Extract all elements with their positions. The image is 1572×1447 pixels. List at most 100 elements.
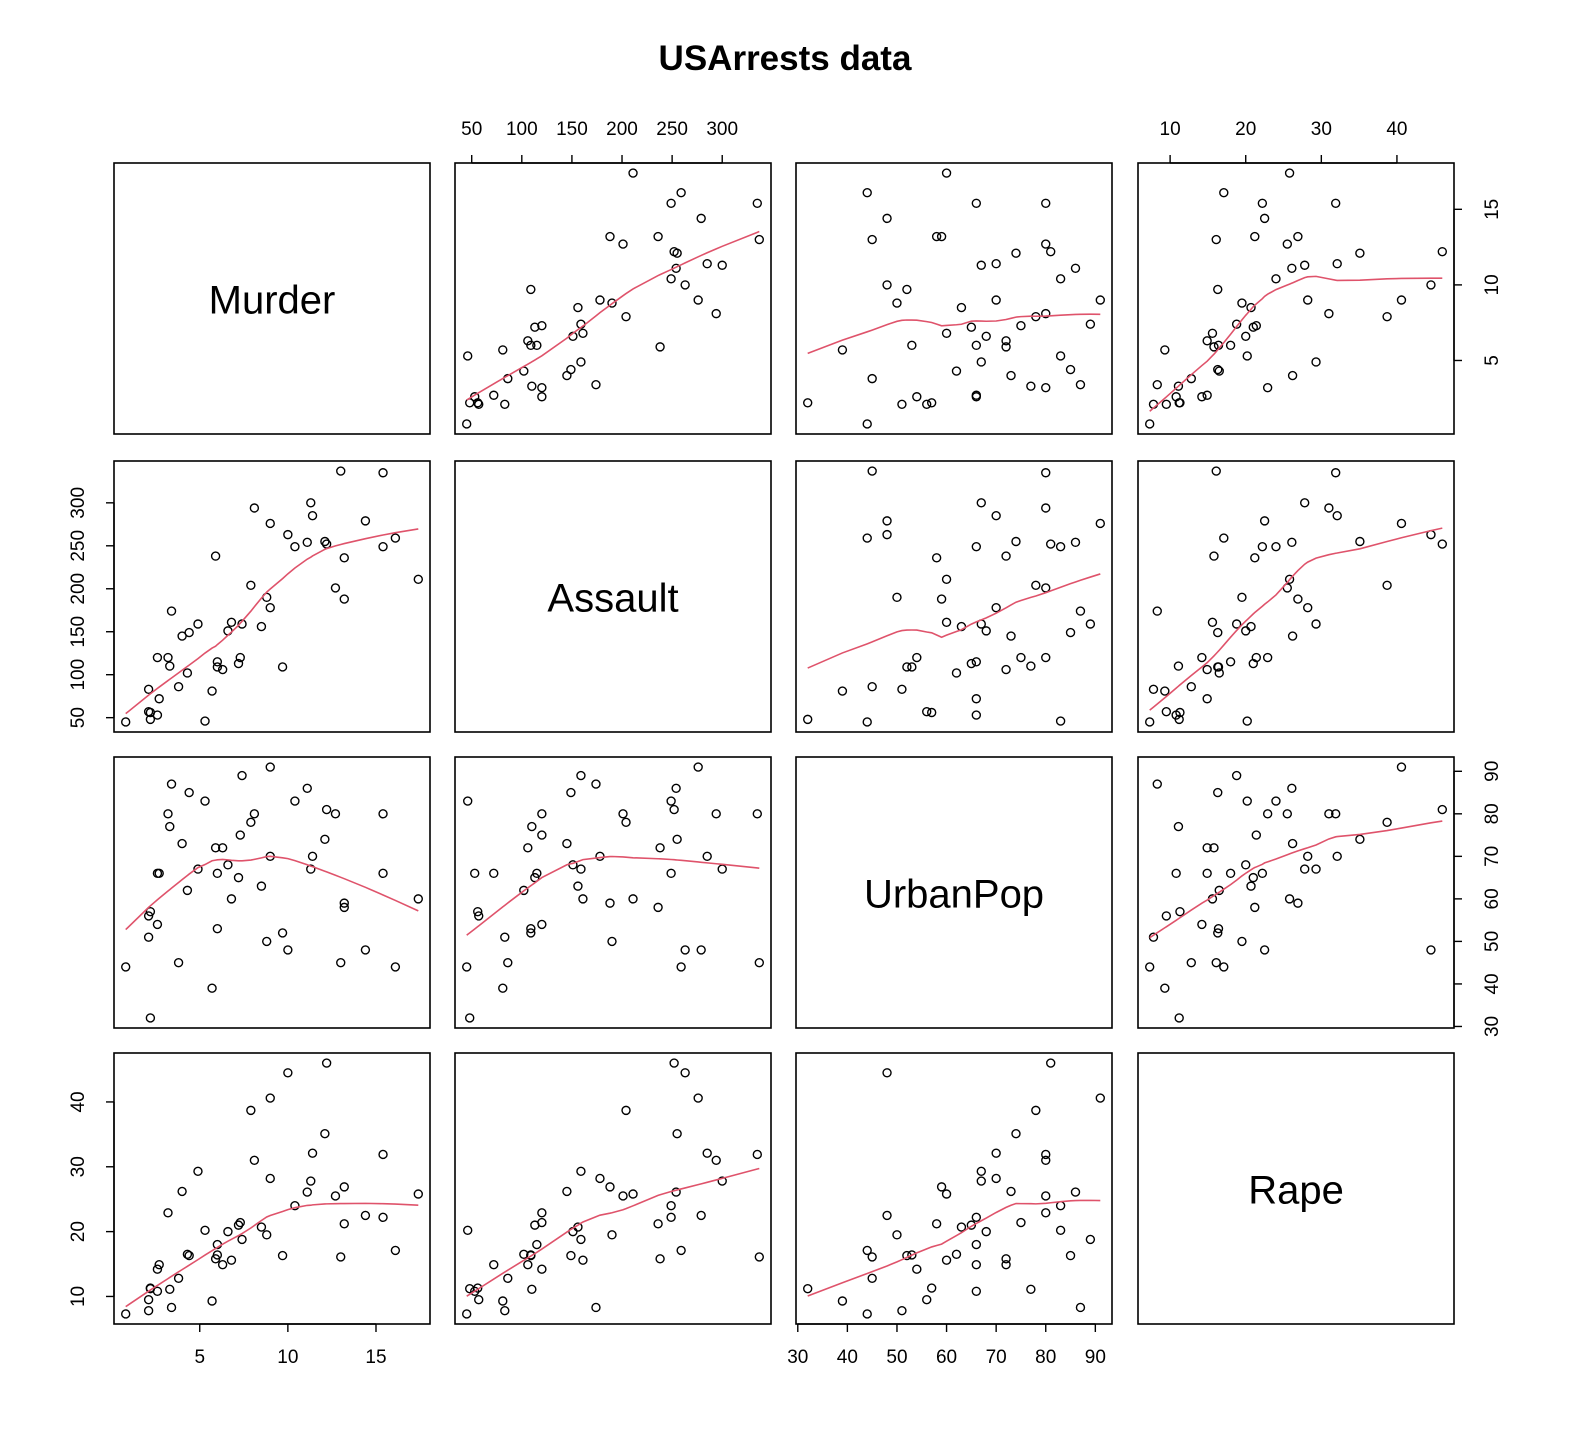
point [1284,894,1295,904]
point [1152,779,1162,789]
point [212,662,223,672]
lowess-curve [466,230,760,401]
point [1211,466,1221,476]
point [931,553,942,563]
point [360,945,371,955]
tick-label: 40 [1482,973,1503,994]
point [671,1187,681,1197]
point [605,1182,615,1192]
point [207,686,217,696]
point [235,1217,245,1228]
point [537,809,547,819]
point [290,1200,300,1211]
tick-label: 80 [1482,803,1503,824]
point [321,1058,332,1068]
point [862,419,872,429]
point [1231,619,1242,629]
point [976,260,986,270]
lowess-curve [125,1202,419,1308]
point [339,898,349,908]
point [378,468,388,478]
point [165,1284,175,1295]
tick-label: 60 [936,1347,957,1368]
point [212,1250,223,1260]
point [680,945,690,955]
chart-title: USArrests data [659,39,912,78]
point [696,213,706,224]
point [210,551,221,561]
tick-label: 30 [1482,1016,1503,1037]
point [971,694,982,704]
point [1070,263,1081,273]
point [717,1176,727,1186]
point [578,328,588,338]
point [1095,1093,1105,1103]
point [971,1259,982,1270]
point [1161,911,1172,921]
point [307,851,318,862]
variable-label: Murder [209,279,336,323]
point [1396,762,1407,772]
point [1303,851,1313,862]
point [1303,295,1313,305]
point [1299,864,1310,874]
point [1211,957,1221,968]
point [1011,1129,1021,1139]
point [1262,382,1273,393]
point [907,662,917,672]
point [1016,652,1026,663]
point [671,783,681,794]
point [1085,319,1096,329]
point [902,284,912,295]
point [1197,919,1207,930]
point [1225,340,1236,351]
point [1095,518,1105,529]
point [1046,539,1056,549]
point [1171,710,1181,720]
panel-frame [795,162,1113,435]
point [413,1189,423,1199]
point [1031,580,1041,591]
point [754,1252,764,1262]
point [1437,804,1447,815]
panel-frame [795,1052,1113,1325]
point [981,331,991,341]
point [605,898,615,908]
tick-label: 5 [1482,355,1503,366]
point [265,602,275,613]
point [306,864,316,874]
point [330,809,341,819]
panel-frame [113,460,431,733]
point [152,919,163,930]
point [1041,652,1051,663]
lowess-curve [1149,275,1443,412]
point [200,796,210,806]
point [302,1187,312,1197]
tick-label: 200 [68,573,89,605]
point [912,652,922,663]
point [1293,231,1303,242]
point [1148,684,1159,695]
point [1001,1259,1011,1270]
point [562,838,572,849]
tick-label: 5 [194,1347,205,1368]
point [1016,1217,1026,1228]
point [470,868,480,879]
point [607,1230,617,1240]
point [1332,851,1342,862]
panel-frame [795,460,1113,733]
point [976,1166,986,1177]
point [537,1208,547,1218]
point [1160,345,1170,355]
point [907,340,917,351]
point [882,1068,892,1078]
tick-label: 70 [986,1347,1007,1368]
point [1382,817,1392,828]
point [246,1105,256,1116]
point [474,911,484,921]
point [1213,928,1223,938]
point [752,1149,762,1160]
point [193,1166,203,1177]
point [676,962,686,972]
point [1160,686,1170,696]
